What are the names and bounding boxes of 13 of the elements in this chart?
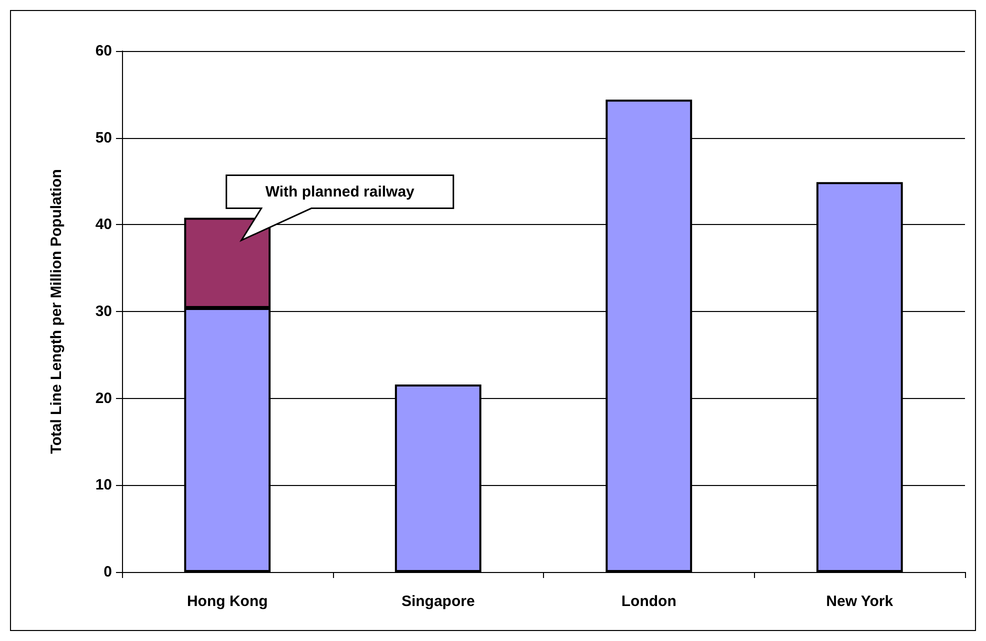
y-tick-label: 60 [95,42,112,60]
x-tick-label: London [621,593,676,610]
y-tick-label: 0 [104,564,112,580]
y-tick-label: 30 [95,303,112,320]
x-tick-label: New York [826,593,894,610]
y-tick-label: 40 [95,216,112,234]
annotation: With planned railway [265,183,416,200]
y-axis-title: Total Line Length per Million Population [48,169,65,454]
x-tick-label: Singapore [401,593,475,610]
y-tick-label: 20 [95,390,112,407]
y-tick-label: 50 [95,129,112,146]
x-tick-label: Hong Kong [186,593,268,610]
y-tick-label: 10 [95,476,112,494]
